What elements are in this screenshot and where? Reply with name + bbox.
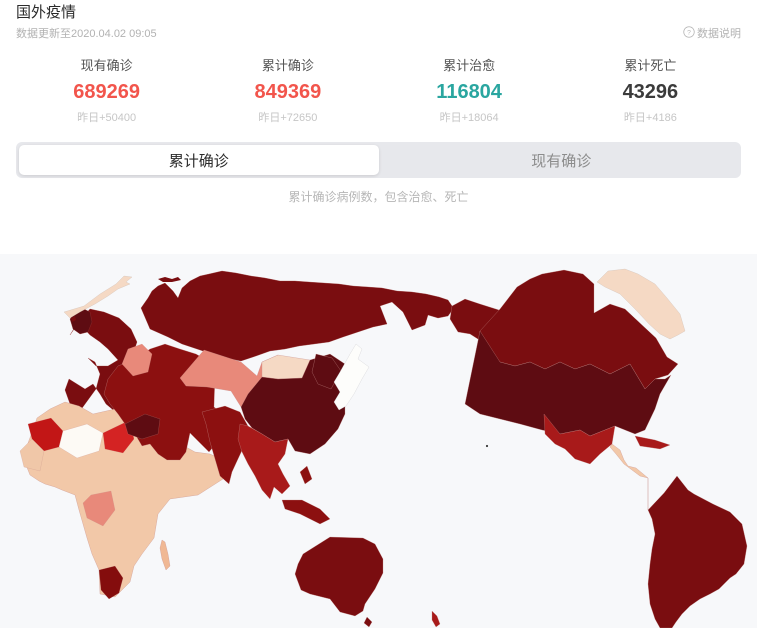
- svg-text:?: ?: [687, 30, 691, 37]
